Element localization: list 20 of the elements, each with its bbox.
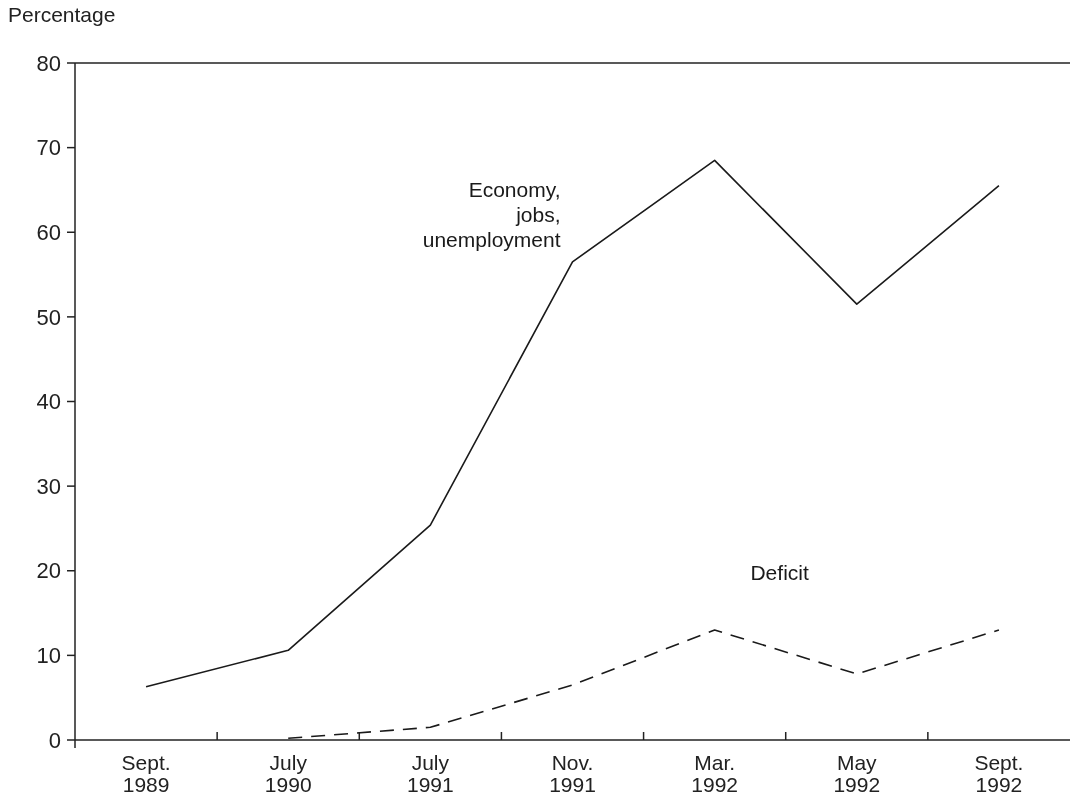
- y-tick-label: 80: [36, 50, 61, 76]
- y-tick-label: 0: [48, 727, 61, 753]
- text: Deficit: [750, 560, 809, 584]
- y-tick-label: 10: [36, 643, 61, 669]
- x-tick-label: July 1991: [407, 751, 454, 796]
- line-series: [145, 159, 1000, 688]
- y-tick-label: 70: [36, 135, 61, 161]
- x-tick-label: May 1992: [833, 751, 881, 796]
- series-label: Economy, jobs, unemployment: [422, 177, 561, 251]
- x-tick-label: Sept. 1992: [974, 751, 1024, 796]
- y-tick-label: 40: [36, 389, 61, 415]
- y-axis-title: Percentage: [8, 3, 116, 26]
- y-tick-label: 30: [36, 473, 61, 499]
- y-tick-label: 20: [36, 558, 61, 584]
- y-tick-label: 60: [36, 219, 61, 245]
- y-tick-label: 50: [36, 304, 61, 330]
- x-tick-label: July 1990: [264, 751, 312, 796]
- x-tick-label: Mar. 1992: [691, 751, 738, 796]
- x-tick-label: Sept. 1989: [121, 751, 171, 796]
- x-tick-label: Nov. 1991: [549, 751, 596, 796]
